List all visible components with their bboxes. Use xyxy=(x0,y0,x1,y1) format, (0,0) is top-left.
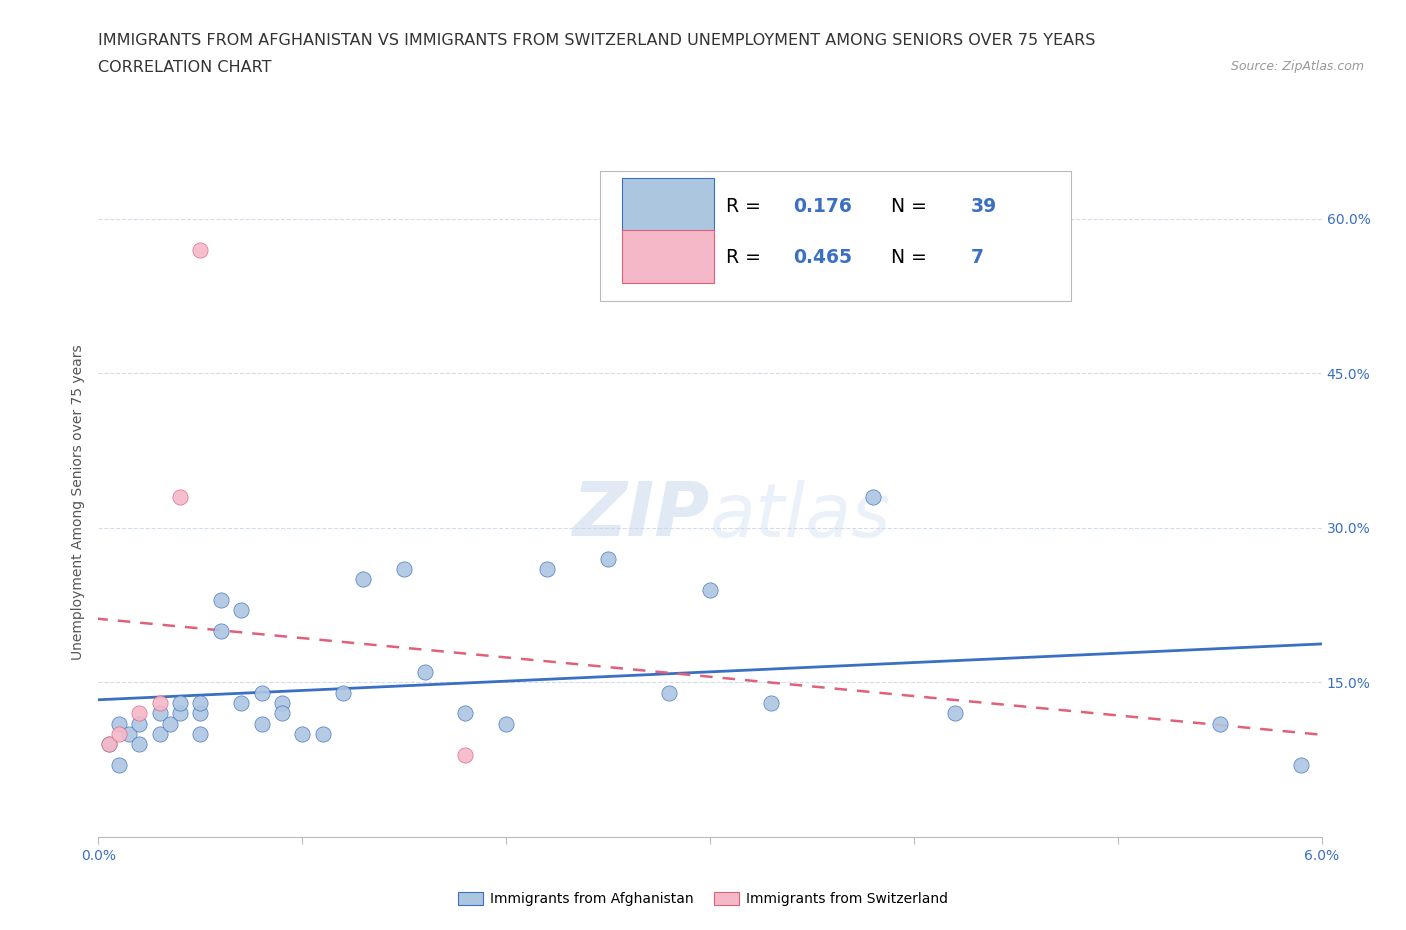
Point xyxy=(761,696,783,711)
Text: IMMIGRANTS FROM AFGHANISTAN VS IMMIGRANTS FROM SWITZERLAND UNEMPLOYMENT AMONG SE: IMMIGRANTS FROM AFGHANISTAN VS IMMIGRANT… xyxy=(98,33,1095,47)
Point xyxy=(128,706,150,721)
Point xyxy=(188,726,212,741)
Point xyxy=(97,737,120,751)
Legend: Immigrants from Afghanistan, Immigrants from Switzerland: Immigrants from Afghanistan, Immigrants … xyxy=(453,887,953,912)
Point xyxy=(169,706,191,721)
Point xyxy=(209,592,232,607)
Point xyxy=(1289,757,1312,772)
Point xyxy=(169,489,191,504)
Point xyxy=(270,696,292,711)
Point xyxy=(536,562,558,577)
Point xyxy=(188,696,212,711)
Point xyxy=(658,685,681,700)
Point xyxy=(454,747,477,762)
Point xyxy=(128,716,150,731)
Text: R =: R = xyxy=(725,248,766,267)
Point xyxy=(108,757,131,772)
Point xyxy=(250,685,273,700)
Text: 7: 7 xyxy=(970,248,984,267)
Point xyxy=(149,726,172,741)
Point xyxy=(97,737,120,751)
Text: N =: N = xyxy=(879,197,932,216)
Point xyxy=(188,243,212,258)
Text: CORRELATION CHART: CORRELATION CHART xyxy=(98,60,271,75)
FancyBboxPatch shape xyxy=(621,179,714,232)
Point xyxy=(188,706,212,721)
Point xyxy=(108,726,131,741)
Point xyxy=(454,706,477,721)
Point xyxy=(270,706,292,721)
Point xyxy=(128,737,150,751)
FancyBboxPatch shape xyxy=(600,171,1071,301)
Point xyxy=(231,696,253,711)
Point xyxy=(311,726,335,741)
Text: 39: 39 xyxy=(970,197,997,216)
Point xyxy=(169,696,191,711)
Text: N =: N = xyxy=(879,248,932,267)
Text: 0.176: 0.176 xyxy=(793,197,852,216)
Point xyxy=(495,716,517,731)
Point xyxy=(108,716,131,731)
Point xyxy=(118,726,141,741)
Text: atlas: atlas xyxy=(710,480,891,551)
Point xyxy=(149,706,172,721)
Point xyxy=(1208,716,1232,731)
Point xyxy=(392,562,416,577)
Text: Source: ZipAtlas.com: Source: ZipAtlas.com xyxy=(1230,60,1364,73)
Point xyxy=(149,696,172,711)
Text: ZIP: ZIP xyxy=(572,479,710,552)
Text: R =: R = xyxy=(725,197,766,216)
Point xyxy=(413,665,436,680)
Point xyxy=(598,551,620,566)
Point xyxy=(862,489,884,504)
Point xyxy=(943,706,966,721)
Y-axis label: Unemployment Among Seniors over 75 years: Unemployment Among Seniors over 75 years xyxy=(72,344,86,660)
Point xyxy=(332,685,354,700)
Point xyxy=(352,572,374,587)
Point xyxy=(209,623,232,638)
Point xyxy=(159,716,181,731)
Text: 0.465: 0.465 xyxy=(793,248,852,267)
Point xyxy=(699,582,721,597)
Point xyxy=(291,726,314,741)
Point xyxy=(231,603,253,618)
FancyBboxPatch shape xyxy=(621,230,714,284)
Point xyxy=(250,716,273,731)
